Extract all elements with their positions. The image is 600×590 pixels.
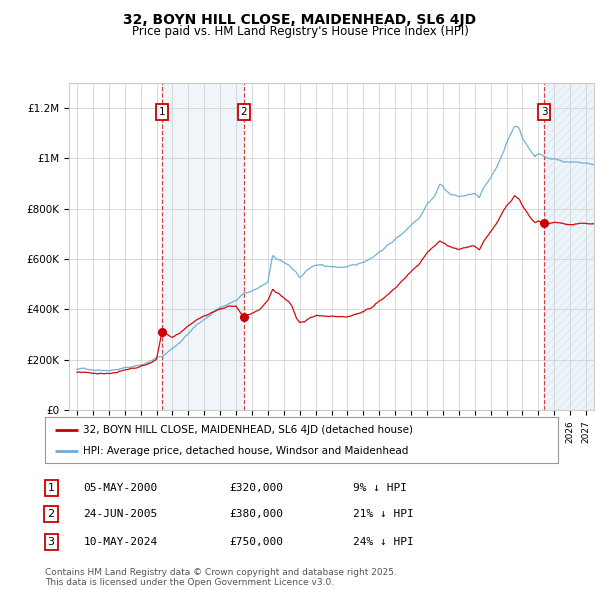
Text: 05-MAY-2000: 05-MAY-2000 — [83, 483, 158, 493]
Bar — [544, 83, 594, 410]
Text: 2: 2 — [241, 107, 247, 117]
Text: 32, BOYN HILL CLOSE, MAIDENHEAD, SL6 4JD: 32, BOYN HILL CLOSE, MAIDENHEAD, SL6 4JD — [124, 13, 476, 27]
Text: 32, BOYN HILL CLOSE, MAIDENHEAD, SL6 4JD (detached house): 32, BOYN HILL CLOSE, MAIDENHEAD, SL6 4JD… — [83, 425, 413, 435]
Text: £380,000: £380,000 — [230, 509, 284, 519]
Text: 24% ↓ HPI: 24% ↓ HPI — [353, 537, 413, 547]
Text: £750,000: £750,000 — [230, 537, 284, 547]
Text: HPI: Average price, detached house, Windsor and Maidenhead: HPI: Average price, detached house, Wind… — [83, 445, 409, 455]
Text: 3: 3 — [47, 537, 55, 547]
Text: 1: 1 — [159, 107, 166, 117]
Text: 10-MAY-2024: 10-MAY-2024 — [83, 537, 158, 547]
Text: 9% ↓ HPI: 9% ↓ HPI — [353, 483, 407, 493]
Bar — [162, 83, 244, 410]
Text: 1: 1 — [47, 483, 55, 493]
Text: 3: 3 — [541, 107, 547, 117]
Text: 21% ↓ HPI: 21% ↓ HPI — [353, 509, 413, 519]
Text: 2: 2 — [47, 509, 55, 519]
Text: £320,000: £320,000 — [230, 483, 284, 493]
Text: 24-JUN-2005: 24-JUN-2005 — [83, 509, 158, 519]
Text: Price paid vs. HM Land Registry's House Price Index (HPI): Price paid vs. HM Land Registry's House … — [131, 25, 469, 38]
Text: Contains HM Land Registry data © Crown copyright and database right 2025.
This d: Contains HM Land Registry data © Crown c… — [45, 568, 397, 587]
